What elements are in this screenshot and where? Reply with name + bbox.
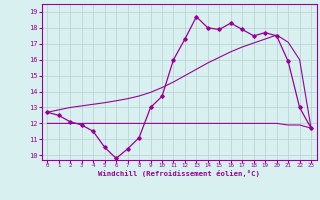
X-axis label: Windchill (Refroidissement éolien,°C): Windchill (Refroidissement éolien,°C) (98, 170, 260, 177)
